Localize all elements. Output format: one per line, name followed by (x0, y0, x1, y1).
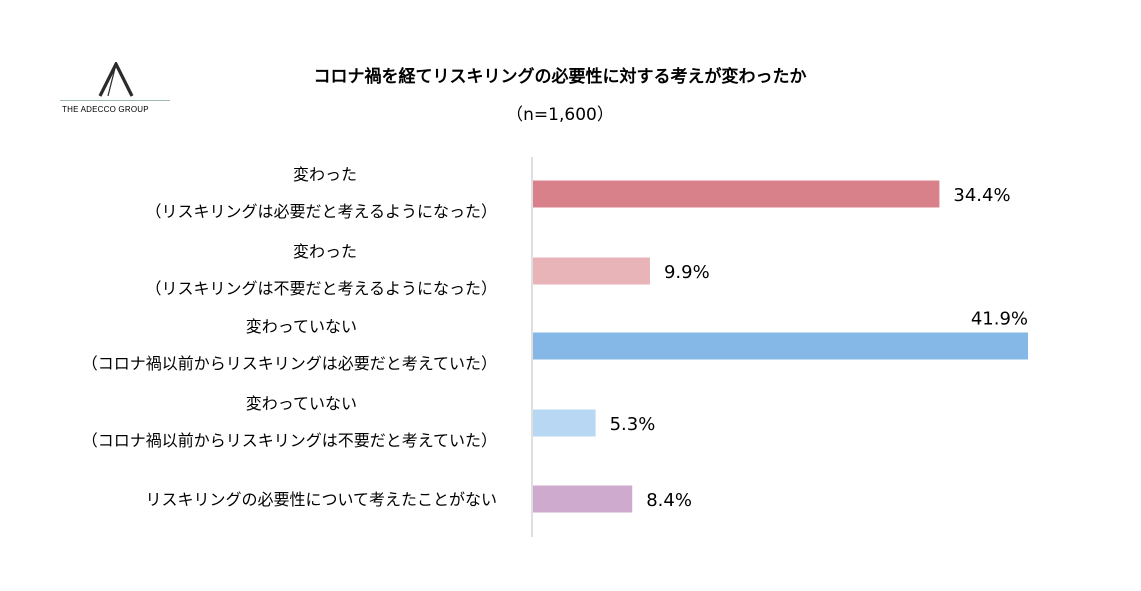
category-label: 変わった (293, 165, 357, 184)
category-label: （コロナ禍以前からリスキリングは必要だと考えていた） (82, 354, 497, 373)
bar (533, 409, 596, 437)
category-label: 変わっていない (246, 317, 357, 336)
category-label: （リスキリングは必要だと考えるようになった） (145, 202, 497, 221)
data-label: 41.9% (971, 309, 1028, 330)
data-label: 8.4% (646, 490, 692, 511)
bar (533, 485, 633, 513)
category-label: 変わった (293, 242, 357, 261)
chart-subtitle: （n=1,600） (506, 105, 614, 125)
category-label: （コロナ禍以前からリスキリングは不要だと考えていた） (82, 431, 497, 450)
bar (533, 180, 940, 208)
category-label: リスキリングの必要性について考えたことがない (145, 490, 497, 509)
data-label: 5.3% (610, 414, 656, 435)
data-label: 34.4% (953, 185, 1010, 206)
category-label: 変わっていない (246, 394, 357, 413)
logo-divider (60, 100, 170, 101)
chart-title: コロナ禍を経てリスキリングの必要性に対する考えが変わったか (313, 67, 807, 87)
bar (533, 257, 650, 285)
data-label: 9.9% (664, 262, 710, 283)
adecco-group-logo: THE ADECCO GROUP (60, 62, 172, 122)
category-label: （リスキリングは不要だと考えるようになった） (145, 279, 497, 298)
adecco-a-logo-icon (98, 62, 134, 97)
logo-text: THE ADECCO GROUP (62, 105, 149, 114)
bar (533, 332, 1028, 360)
